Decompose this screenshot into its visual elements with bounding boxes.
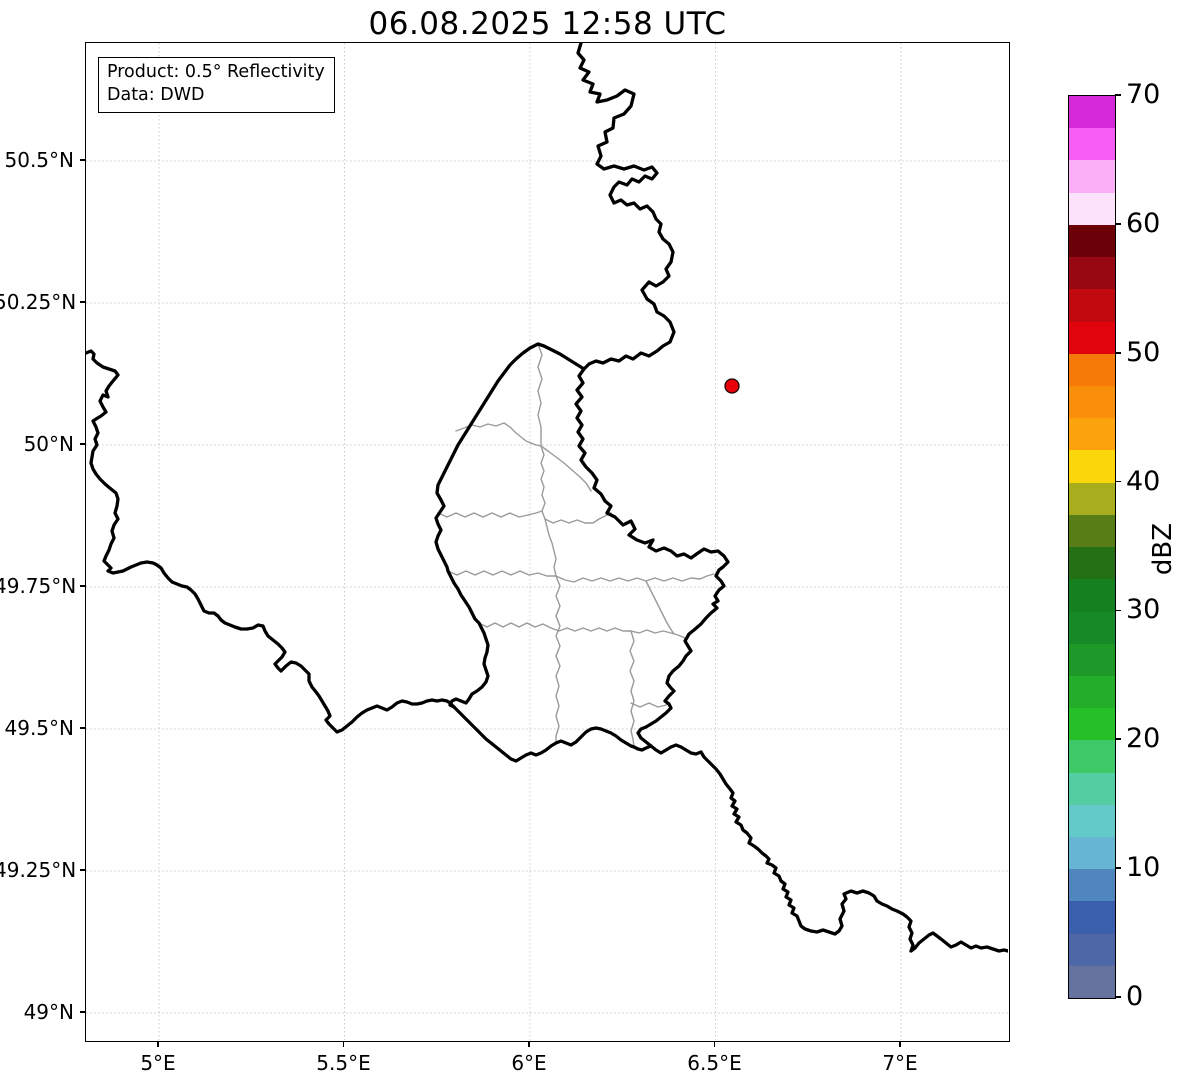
colorbar-tick-mark [1115, 996, 1121, 998]
canton-border-line [540, 445, 557, 577]
colorbar-segment [1069, 385, 1115, 419]
colorbar-segment [1069, 643, 1115, 676]
colorbar-segment [1069, 772, 1115, 805]
radar-site-marker [724, 378, 740, 394]
border-france-germany [649, 743, 1008, 953]
x-tick-mark [342, 1042, 345, 1047]
y-tick-mark [80, 159, 85, 161]
x-tick-mark [157, 1042, 159, 1047]
colorbar-tick-mark [1115, 351, 1121, 354]
colorbar-tick-mark [1115, 738, 1121, 741]
colorbar-segment [1069, 482, 1115, 515]
y-tick-label: 49°N [23, 1000, 74, 1024]
colorbar-segment [1069, 804, 1115, 838]
colorbar [1068, 95, 1116, 999]
canton-border-line [544, 512, 612, 524]
colorbar-tick-label: 60 [1126, 207, 1161, 239]
y-tick-label: 50.5°N [4, 148, 75, 172]
x-tick-mark [899, 1042, 901, 1047]
map-axes: Product: 0.5° Reflectivity Data: DWD [85, 42, 1010, 1042]
y-tick-mark [80, 1011, 85, 1013]
y-tick-label: 50°N [23, 432, 74, 456]
x-tick-label: 6.5°E [687, 1051, 742, 1075]
colorbar-tick-label: 50 [1126, 336, 1161, 368]
colorbar-segment [1069, 965, 1115, 999]
colorbar-tick-mark [1115, 867, 1121, 869]
x-tick-label: 6°E [511, 1051, 547, 1075]
colorbar-segment [1069, 192, 1115, 225]
colorbar-axis-label: dBZ [1148, 522, 1178, 576]
colorbar-segment [1069, 901, 1115, 934]
colorbar-segment [1069, 675, 1115, 709]
colorbar-tick-label: 30 [1126, 594, 1161, 626]
x-tick-label: 5°E [140, 1051, 176, 1075]
x-tick-label: 7°E [882, 1051, 918, 1075]
plot-title: 06.08.2025 12:58 UTC [368, 6, 727, 42]
canton-border-line [447, 570, 715, 583]
colorbar-segment [1069, 514, 1115, 548]
y-tick-label: 49.25°N [0, 858, 77, 882]
colorbar-segment [1069, 257, 1115, 290]
colorbar-segment [1069, 837, 1115, 870]
colorbar-segment [1069, 450, 1115, 483]
colorbar-segment [1069, 740, 1115, 773]
country-borders [86, 43, 1008, 953]
colorbar-tick-mark [1115, 94, 1121, 96]
x-tick-mark [713, 1042, 716, 1047]
colorbar-tick-mark [1115, 609, 1121, 612]
border-france-belgium [86, 349, 456, 734]
district-borders [437, 343, 715, 748]
product-annotation-box: Product: 0.5° Reflectivity Data: DWD [98, 57, 335, 113]
y-tick-mark [80, 301, 85, 303]
colorbar-segment [1069, 933, 1115, 966]
border-luxembourg-france [452, 705, 653, 763]
colorbar-segment [1069, 869, 1115, 902]
colorbar-tick-label: 20 [1126, 723, 1161, 755]
canton-border-line [629, 630, 635, 748]
canton-border-line [555, 575, 561, 744]
canton-border-line [630, 702, 670, 708]
colorbar-segment [1069, 224, 1115, 258]
colorbar-tick-label: 10 [1126, 852, 1161, 884]
canton-border-line [437, 510, 543, 518]
graticule-grid-lines [86, 43, 1008, 1040]
colorbar-segment [1069, 611, 1115, 644]
colorbar-segment [1069, 353, 1115, 386]
canton-border-line [645, 580, 675, 635]
colorbar-tick-mark [1115, 480, 1121, 483]
colorbar-segment [1069, 160, 1115, 193]
colorbar-segment [1069, 418, 1115, 451]
colorbar-segment [1069, 321, 1115, 354]
colorbar-segment [1069, 96, 1115, 129]
y-tick-label: 49.5°N [4, 716, 75, 740]
canton-border-line [537, 343, 543, 447]
colorbar-tick-label: 0 [1126, 981, 1144, 1012]
y-tick-label: 50.25°N [0, 290, 77, 314]
colorbar-tick-label: 40 [1126, 465, 1161, 497]
canton-border-line [455, 422, 592, 492]
border-luxembourg-germany [574, 367, 730, 748]
colorbar-tick-label: 70 [1126, 79, 1161, 110]
colorbar-segment [1069, 708, 1115, 741]
y-tick-label: 49.75°N [0, 574, 77, 598]
y-tick-mark [80, 585, 85, 587]
canton-border-line [478, 622, 686, 639]
colorbar-segment [1069, 579, 1115, 612]
colorbar-segment [1069, 289, 1115, 322]
colorbar-tick-mark [1115, 223, 1121, 225]
border-belgium-germany [576, 43, 676, 371]
map-canvas [86, 43, 1008, 1040]
colorbar-segment [1069, 128, 1115, 161]
product-annotation-line1: Product: 0.5° Reflectivity [107, 62, 325, 82]
colorbar-segment [1069, 547, 1115, 580]
y-tick-mark [80, 869, 85, 871]
y-tick-mark [80, 443, 85, 445]
product-annotation-line2: Data: DWD [107, 84, 205, 105]
x-tick-mark [528, 1042, 530, 1047]
x-tick-label: 5.5°E [316, 1051, 371, 1075]
border-luxembourg-belgium [434, 342, 586, 709]
y-tick-mark [80, 727, 85, 729]
